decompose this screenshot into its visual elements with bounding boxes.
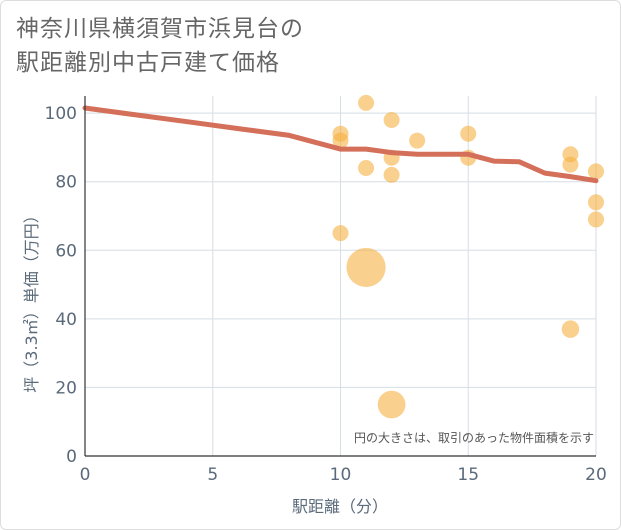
trend-series (82, 105, 599, 184)
data-bubble (346, 247, 386, 288)
x-axis-label: 駅距離（分） (292, 497, 388, 516)
data-bubble (358, 94, 375, 111)
x-tick-label: 0 (80, 465, 91, 485)
y-tick-label: 60 (55, 241, 77, 261)
data-bubble (377, 390, 406, 419)
chart-title: 神奈川県横須賀市浜見台の 駅距離別中古戸建て価格 (16, 12, 304, 80)
x-tick-label: 5 (207, 465, 218, 485)
y-tick-label: 20 (55, 378, 77, 398)
trend-line (82, 105, 599, 184)
data-bubble (460, 125, 477, 142)
data-bubble (332, 225, 349, 242)
x-tick-label: 15 (457, 465, 479, 485)
bubble-series (332, 94, 604, 419)
data-bubble (383, 112, 400, 128)
y-tick-labels: 0 20 40 60 80 100 (45, 104, 77, 467)
axes (84, 96, 596, 457)
data-bubble (562, 156, 579, 173)
data-bubble (358, 160, 375, 176)
y-axis-label: 坪（3.3㎡）単価（万円） (22, 207, 41, 392)
data-bubble (588, 194, 604, 211)
data-bubble (588, 163, 604, 180)
data-bubble (409, 132, 426, 149)
y-tick-label: 80 (55, 173, 77, 193)
x-tick-labels: 0 5 10 15 20 (80, 465, 607, 485)
data-bubble (332, 132, 349, 149)
data-bubble (561, 320, 580, 338)
chart-title-line1: 神奈川県横須賀市浜見台の (16, 16, 304, 42)
y-tick-label: 100 (45, 104, 77, 124)
data-bubble (383, 166, 400, 183)
data-bubble (588, 211, 604, 228)
x-tick-label: 20 (585, 465, 607, 485)
bubble-size-note: 円の大きさは、取引のあった物件面積を示す (354, 430, 594, 445)
x-tick-label: 10 (330, 465, 352, 485)
y-tick-label: 40 (55, 310, 77, 330)
y-tick-label: 0 (66, 447, 77, 467)
chart-title-line2: 駅距離別中古戸建て価格 (16, 50, 280, 76)
